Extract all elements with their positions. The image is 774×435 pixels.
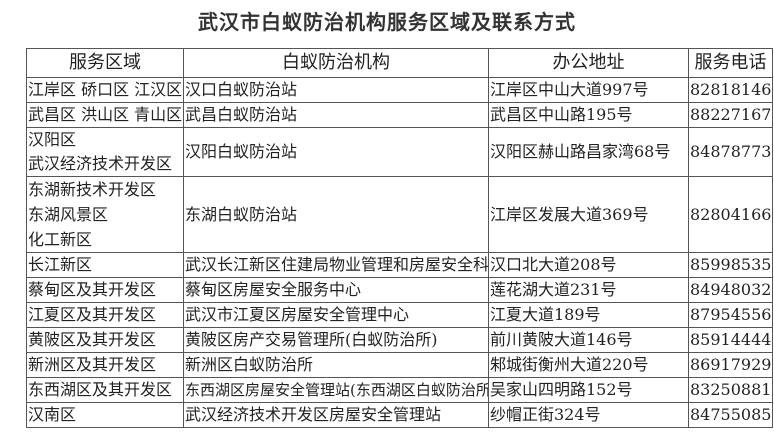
- area-line: 东湖风景区: [28, 205, 109, 224]
- table-header-row: 服务区域 白蚁防治机构 办公地址 服务电话: [26, 48, 773, 78]
- area-line: 江夏区及其开发区: [28, 305, 157, 324]
- area-line: 新洲区及其开发区: [28, 355, 157, 374]
- cell-area: 蔡甸区及其开发区: [26, 277, 184, 303]
- cell-address: 汉口北大道208号: [488, 252, 689, 278]
- area-line: 蔡甸区及其开发区: [28, 280, 157, 299]
- area-line: 东西湖区及其开发区: [28, 380, 173, 399]
- area-line: 长江新区: [28, 255, 93, 274]
- cell-phone: 84755085: [688, 402, 773, 428]
- cell-org: 武昌白蚁防治站: [183, 102, 489, 128]
- cell-address: 武昌区中山路195号: [488, 102, 689, 128]
- cell-address: 吴家山四明路152号: [488, 377, 689, 403]
- cell-org: 黄陂区房产交易管理所(白蚁防治所): [183, 327, 489, 353]
- cell-phone: 83250881: [688, 377, 773, 403]
- header-address: 办公地址: [488, 48, 689, 78]
- cell-address: 江岸区中山大道997号: [488, 77, 689, 103]
- table-row: 江岸区 硚口区 江汉区 汉口白蚁防治站 江岸区中山大道997号 82818146: [26, 77, 773, 103]
- area-line: 化工新区: [28, 230, 93, 249]
- cell-area: 东湖新技术开发区 东湖风景区化工新区: [26, 176, 184, 253]
- table-row: 长江新区 武汉长江新区住建局物业管理和房屋安全科 汉口北大道208号 85998535: [26, 252, 773, 278]
- cell-area: 江岸区 硚口区 江汉区: [26, 77, 184, 103]
- cell-area: 武昌区 洪山区 青山区: [26, 102, 184, 128]
- area-line: 汉南区: [28, 405, 77, 424]
- cell-area: 黄陂区及其开发区: [26, 327, 184, 353]
- cell-phone: 82818146: [688, 77, 773, 103]
- cell-address: 江岸区发展大道369号: [488, 176, 689, 253]
- cell-address: 莲花湖大道231号: [488, 277, 689, 303]
- cell-area: 新洲区及其开发区: [26, 352, 184, 378]
- cell-area: 长江新区: [26, 252, 184, 278]
- cell-org: 东西湖区房屋安全管理站(东西湖区白蚁防治所): [183, 377, 489, 403]
- table-row: 东西湖区及其开发区 东西湖区房屋安全管理站(东西湖区白蚁防治所) 吴家山四明路152…: [26, 377, 773, 403]
- table-row: 汉阳区武汉经济技术开发区 汉阳白蚁防治站 汉阳区赫山路昌家湾68号 84878773: [26, 127, 773, 177]
- cell-phone: 88227167: [688, 102, 773, 128]
- header-area: 服务区域: [26, 48, 184, 78]
- cell-area: 汉南区: [26, 402, 184, 428]
- area-line: 汉阳区: [28, 130, 77, 149]
- header-org: 白蚁防治机构: [183, 48, 489, 78]
- table-row: 武昌区 洪山区 青山区 武昌白蚁防治站 武昌区中山路195号 88227167: [26, 102, 773, 128]
- table-row: 黄陂区及其开发区 黄陂区房产交易管理所(白蚁防治所) 前川黄陂大道146号 85914…: [26, 327, 773, 353]
- cell-phone: 82804166: [688, 176, 773, 253]
- table-row: 东湖新技术开发区 东湖风景区 化工新区 东湖白蚁防治站 江岸区发展大道369号 82804…: [26, 176, 773, 253]
- cell-phone: 84948032: [688, 277, 773, 303]
- cell-org: 武汉长江新区住建局物业管理和房屋安全科: [183, 252, 489, 278]
- cell-phone: 84878773: [688, 127, 773, 177]
- cell-org: 汉阳白蚁防治站: [183, 127, 489, 177]
- cell-org: 汉口白蚁防治站: [183, 77, 489, 103]
- area-line: 武昌区 洪山区 青山区: [28, 105, 183, 124]
- cell-org: 东湖白蚁防治站: [183, 176, 489, 253]
- cell-area: 汉阳区武汉经济技术开发区: [26, 127, 184, 177]
- table-row: 江夏区及其开发区 武汉市江夏区房屋安全管理中心 江夏大道189号 87954556: [26, 302, 773, 328]
- header-phone: 服务电话: [688, 48, 773, 78]
- cell-org: 新洲区白蚁防治所: [183, 352, 489, 378]
- area-line: 东湖新技术开发区: [28, 180, 157, 199]
- cell-address: 江夏大道189号: [488, 302, 689, 328]
- cell-phone: 85998535: [688, 252, 773, 278]
- cell-area: 江夏区及其开发区: [26, 302, 184, 328]
- cell-area: 东西湖区及其开发区: [26, 377, 184, 403]
- cell-address: 邾城街衡州大道220号: [488, 352, 689, 378]
- cell-address: 汉阳区赫山路昌家湾68号: [488, 127, 689, 177]
- cell-org: 蔡甸区房屋安全服务中心: [183, 277, 489, 303]
- page-title: 武汉市白蚁防治机构服务区域及联系方式: [198, 10, 576, 34]
- cell-phone: 85914444: [688, 327, 773, 353]
- cell-address: 纱帽正街324号: [488, 402, 689, 428]
- cell-address: 前川黄陂大道146号: [488, 327, 689, 353]
- cell-phone: 86917929: [688, 352, 773, 378]
- area-line: 武汉经济技术开发区: [28, 154, 173, 173]
- service-table: 服务区域 白蚁防治机构 办公地址 服务电话 江岸区 硚口区 江汉区 汉口白蚁防治站…: [26, 48, 773, 428]
- table-row: 汉南区 武汉经济技术开发区房屋安全管理站 纱帽正街324号 84755085: [26, 402, 773, 428]
- table-row: 新洲区及其开发区 新洲区白蚁防治所 邾城街衡州大道220号 86917929: [26, 352, 773, 378]
- area-line: 黄陂区及其开发区: [28, 330, 157, 349]
- area-line: 江岸区 硚口区 江汉区: [28, 80, 183, 99]
- cell-org: 武汉经济技术开发区房屋安全管理站: [183, 402, 489, 428]
- cell-org: 武汉市江夏区房屋安全管理中心: [183, 302, 489, 328]
- table-row: 蔡甸区及其开发区 蔡甸区房屋安全服务中心 莲花湖大道231号 84948032: [26, 277, 773, 303]
- cell-phone: 87954556: [688, 302, 773, 328]
